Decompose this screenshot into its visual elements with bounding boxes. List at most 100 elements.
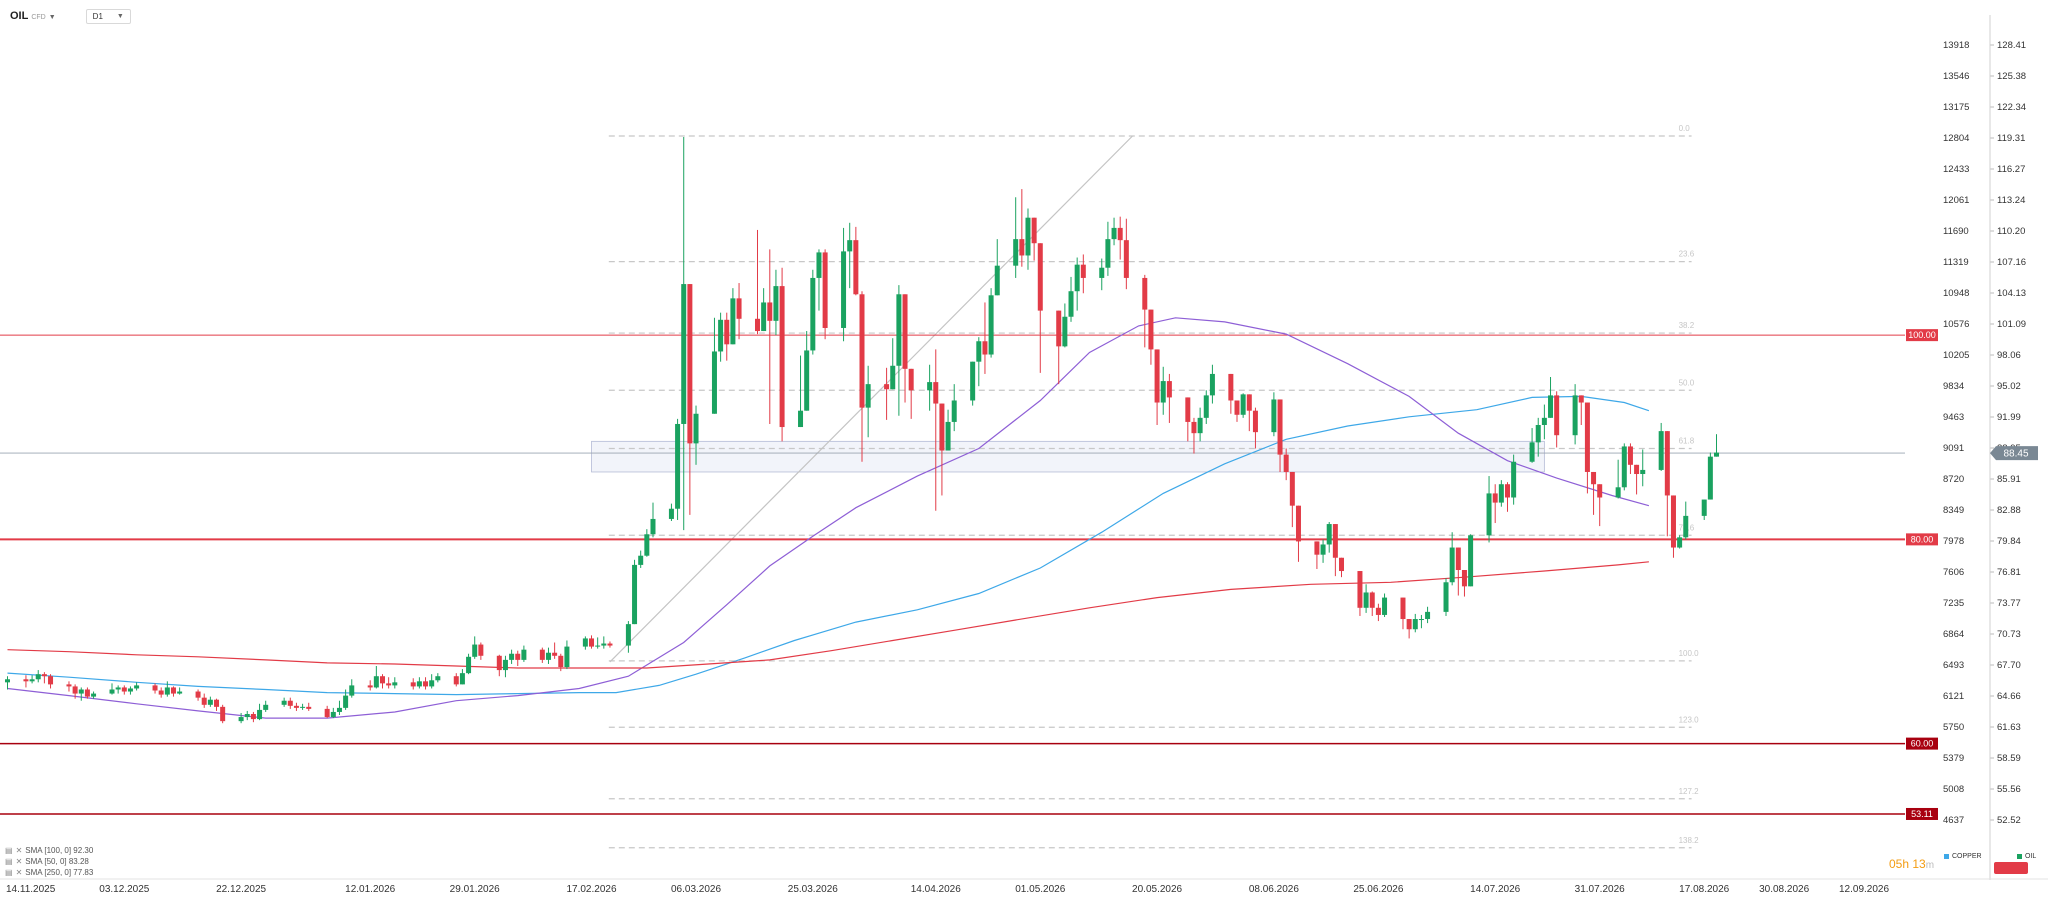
candle[interactable] [35, 670, 41, 683]
candle[interactable] [1369, 591, 1375, 616]
candle[interactable] [1670, 495, 1676, 558]
candle[interactable] [1664, 431, 1670, 537]
candle[interactable] [945, 409, 951, 451]
candle[interactable] [816, 249, 822, 311]
candle[interactable] [1640, 449, 1646, 487]
candle[interactable] [847, 222, 853, 289]
candle[interactable] [1455, 547, 1461, 596]
candle[interactable] [343, 689, 349, 710]
candle[interactable] [650, 502, 656, 538]
candle[interactable] [1658, 422, 1664, 471]
candle[interactable] [1234, 400, 1240, 422]
candle[interactable] [91, 691, 97, 699]
candle[interactable] [207, 696, 213, 707]
candle[interactable] [177, 687, 183, 695]
trendline[interactable] [609, 135, 1133, 663]
candle[interactable] [730, 288, 736, 345]
candle[interactable] [1492, 484, 1498, 524]
candle[interactable] [121, 685, 127, 695]
candle[interactable] [890, 338, 896, 390]
candle[interactable] [1105, 221, 1111, 276]
candle[interactable] [1714, 434, 1720, 457]
candle[interactable] [281, 697, 287, 707]
candle[interactable] [1123, 218, 1129, 290]
candle[interactable] [1683, 501, 1689, 540]
candle[interactable] [687, 284, 693, 515]
candle[interactable] [1541, 404, 1547, 440]
candle[interactable] [478, 642, 484, 660]
alert-button[interactable] [1994, 862, 2028, 874]
candle[interactable] [152, 683, 158, 694]
candle[interactable] [822, 249, 828, 340]
candle[interactable] [1621, 443, 1627, 491]
candle[interactable] [1283, 448, 1289, 481]
candle[interactable] [1677, 535, 1683, 549]
candle[interactable] [115, 685, 121, 694]
candle[interactable] [693, 405, 699, 465]
candle[interactable] [134, 682, 140, 691]
settings-icon[interactable]: ▤ [5, 868, 13, 877]
candle[interactable] [220, 704, 226, 724]
candle[interactable] [287, 697, 293, 709]
candle[interactable] [66, 681, 72, 692]
price-level-badge[interactable] [1906, 737, 1938, 750]
candle[interactable] [1412, 613, 1418, 633]
candle[interactable] [238, 712, 244, 724]
candle[interactable] [865, 365, 871, 438]
candle[interactable] [392, 677, 398, 689]
candle[interactable] [1166, 373, 1172, 423]
candle[interactable] [5, 676, 10, 690]
candle[interactable] [994, 239, 1000, 296]
candle[interactable] [1252, 407, 1258, 449]
candle[interactable] [1382, 593, 1388, 617]
candle[interactable] [459, 669, 465, 685]
candle[interactable] [1160, 366, 1166, 415]
candle[interactable] [1627, 443, 1633, 475]
candle[interactable] [1535, 417, 1541, 457]
candle[interactable] [988, 288, 994, 358]
close-icon[interactable]: ✕ [15, 857, 23, 866]
candle[interactable] [244, 710, 250, 721]
candle[interactable] [201, 693, 207, 708]
candle[interactable] [558, 653, 564, 672]
candle[interactable] [1185, 397, 1191, 442]
candle[interactable] [1197, 407, 1203, 442]
candle[interactable] [1504, 482, 1510, 512]
candle[interactable] [1203, 390, 1209, 424]
candle[interactable] [29, 675, 35, 684]
candle[interactable] [158, 687, 164, 698]
candle[interactable] [1111, 217, 1117, 246]
price-level-badge[interactable] [1906, 533, 1938, 546]
candle[interactable] [767, 249, 773, 424]
candle[interactable] [466, 653, 472, 675]
candle[interactable] [859, 291, 865, 462]
candle[interactable] [539, 647, 545, 663]
candle[interactable] [718, 312, 724, 362]
candle[interactable] [1080, 254, 1086, 294]
candle[interactable] [970, 361, 976, 406]
candle[interactable] [1486, 476, 1492, 543]
candle[interactable] [336, 700, 342, 716]
candle[interactable] [306, 702, 312, 711]
candle[interactable] [1019, 189, 1025, 267]
candle[interactable] [1461, 570, 1467, 597]
candle[interactable] [1548, 376, 1554, 418]
candle[interactable] [1363, 584, 1369, 613]
candle[interactable] [810, 269, 816, 355]
candle[interactable] [1707, 452, 1713, 500]
candle[interactable] [521, 645, 527, 662]
candle[interactable] [736, 283, 742, 340]
candle[interactable] [23, 675, 29, 688]
candle[interactable] [908, 368, 914, 419]
candle[interactable] [1154, 349, 1160, 425]
candle[interactable] [1357, 571, 1363, 616]
candle[interactable] [1074, 257, 1080, 311]
candle[interactable] [1591, 471, 1597, 515]
candle[interactable] [595, 637, 601, 649]
candle[interactable] [761, 288, 767, 332]
candle[interactable] [496, 654, 502, 677]
candle[interactable] [293, 702, 299, 711]
candle[interactable] [72, 684, 78, 699]
candle[interactable] [982, 302, 988, 374]
